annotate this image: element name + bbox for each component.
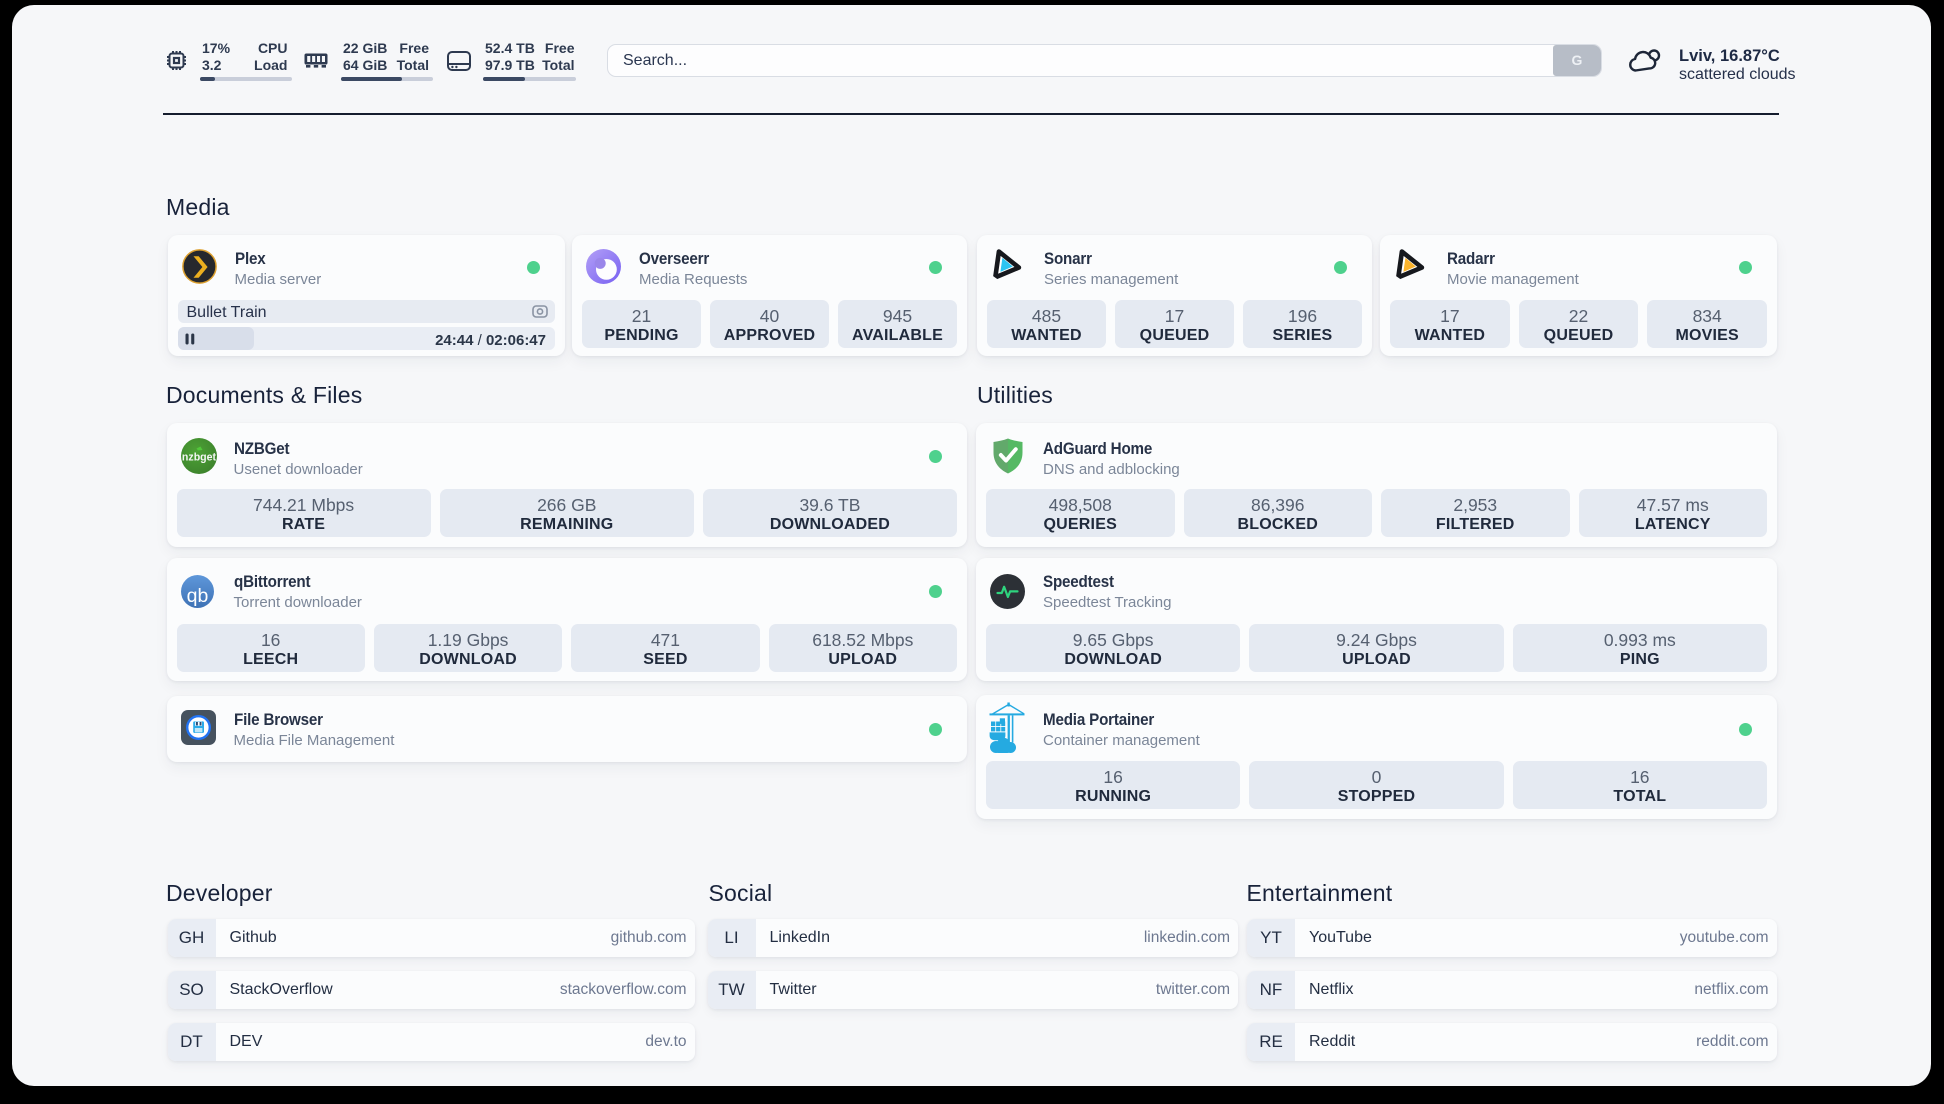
svg-text:nzbget: nzbget <box>181 451 216 463</box>
svg-text:qb: qb <box>186 585 208 607</box>
